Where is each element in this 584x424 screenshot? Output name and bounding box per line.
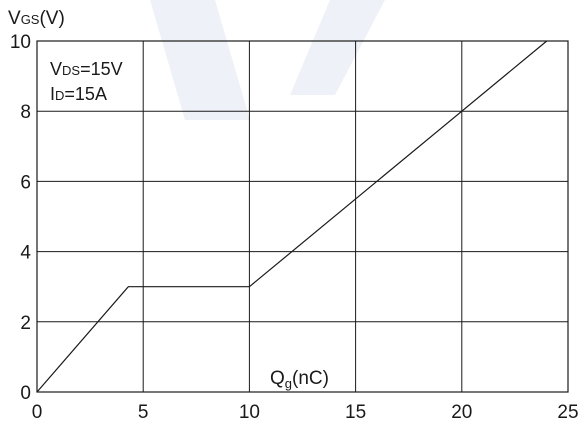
x-tick-label: 0	[32, 402, 43, 423]
x-axis-title-main: Q	[270, 368, 285, 389]
x-tick-label: 5	[138, 402, 149, 423]
x-tick-label: 25	[557, 402, 578, 423]
annotation-id: ID=15A	[50, 84, 107, 104]
series-group	[36, 40, 548, 393]
annotation-vds: VDS=15V	[50, 59, 123, 79]
x-tick-label: 20	[451, 402, 472, 423]
y-tick-label: 10	[10, 32, 31, 53]
plot-frame	[36, 40, 569, 393]
x-axis-title-suffix: (nC)	[292, 368, 329, 389]
y-axis-ticks: 0 2 4 6 8 10	[10, 32, 32, 404]
y-tick-label: 0	[20, 383, 31, 404]
annotation-vds-suffix: =15V	[80, 59, 123, 79]
y-tick-label: 2	[20, 313, 31, 334]
x-axis-title: Qg(nC)	[270, 368, 329, 391]
y-tick-label: 6	[20, 172, 31, 193]
annotation-vds-sub: DS	[62, 63, 80, 78]
x-axis-title-sub: g	[285, 376, 292, 391]
x-tick-label: 15	[345, 402, 366, 423]
series-line	[36, 40, 548, 393]
y-tick-label: 8	[20, 102, 31, 123]
watermark-stroke	[150, 0, 250, 120]
annotation-id-main: I	[50, 84, 55, 104]
y-tick-label: 4	[20, 243, 31, 264]
annotation-vds-main: V	[50, 59, 62, 79]
y-axis-title: VGS(V)	[8, 8, 65, 29]
y-axis-title-suffix: (V)	[39, 8, 64, 29]
annotation-id-sub: D	[55, 88, 64, 103]
x-tick-label: 10	[239, 402, 260, 423]
watermark	[150, 0, 385, 120]
y-axis-title-sub: GS	[21, 12, 40, 27]
annotation-id-suffix: =15A	[64, 84, 107, 104]
y-axis-title-main: V	[8, 8, 21, 29]
x-axis-ticks: 0 5 10 15 20 25	[32, 402, 579, 423]
watermark-stroke	[290, 0, 385, 95]
